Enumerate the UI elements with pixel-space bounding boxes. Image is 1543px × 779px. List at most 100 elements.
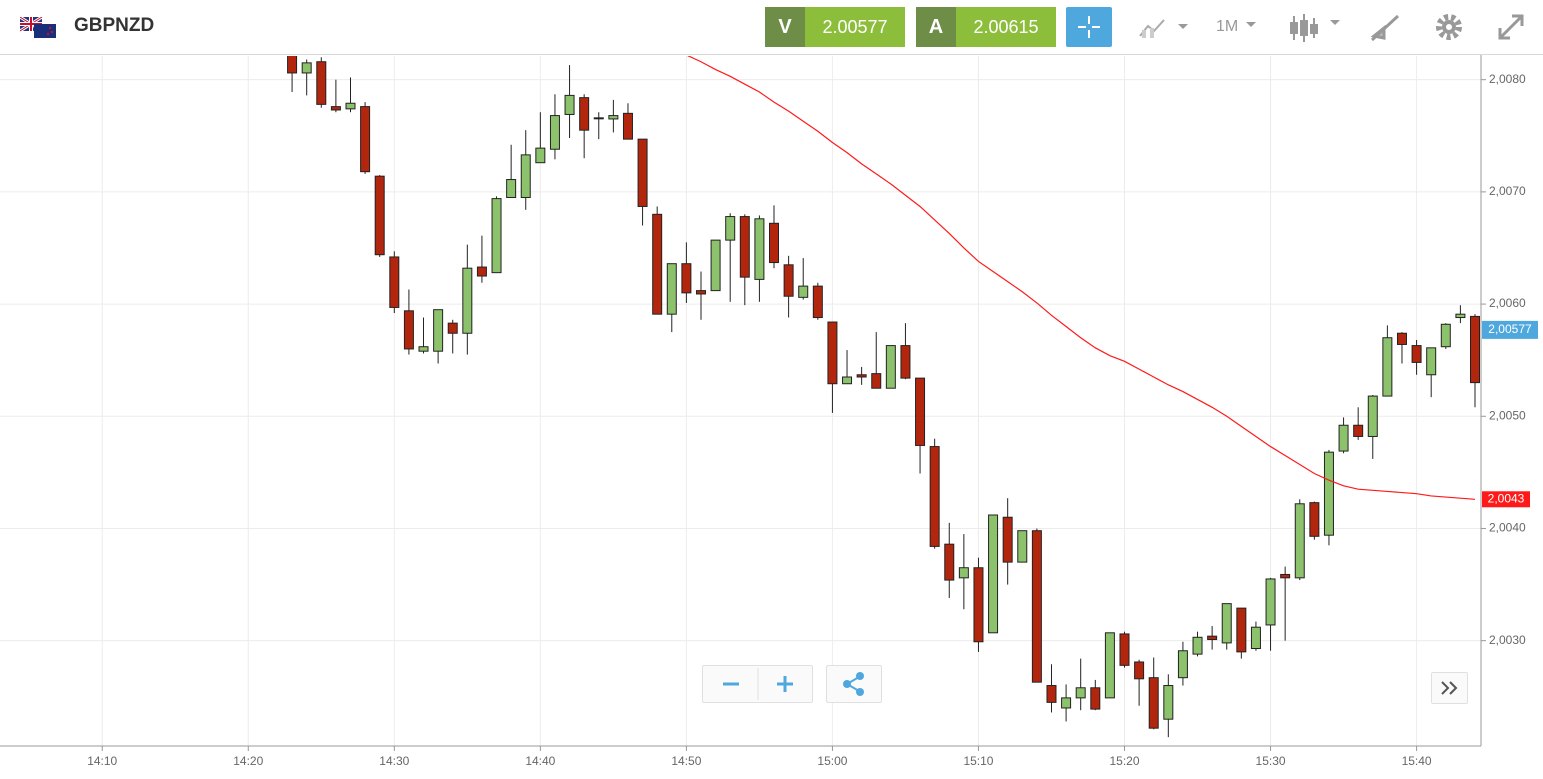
timeframe[interactable]: 1M <box>1216 18 1239 35</box>
zoom-icons <box>723 668 793 700</box>
drawing-tool-button[interactable] <box>1370 12 1402 42</box>
candle-body <box>418 346 429 352</box>
candle-body <box>1046 685 1057 703</box>
candle-body <box>666 263 677 315</box>
candle-body <box>1061 697 1072 709</box>
buy-button[interactable]: A 2.00615 <box>916 7 1056 47</box>
y-tick-label: 2,0060 <box>1489 296 1526 310</box>
candle-body <box>1236 607 1247 653</box>
candle-body <box>900 345 911 379</box>
x-tick-label: 14:40 <box>525 754 555 768</box>
scroll-icon <box>1441 681 1458 695</box>
candle-body <box>491 198 502 274</box>
axes: 2,0030 2,0040 2,0050 2,0060 2,0070 2,0080 14:1… <box>87 72 1538 768</box>
grid <box>0 56 1481 746</box>
candle-body <box>520 154 531 198</box>
candle-body <box>1250 626 1261 650</box>
plot <box>287 56 1480 738</box>
candle-body <box>1265 578 1276 626</box>
candle-body <box>695 290 706 295</box>
candle-body <box>1294 503 1305 579</box>
candle-body <box>287 56 298 74</box>
candle-body <box>1002 516 1013 563</box>
candle-body <box>1119 633 1130 666</box>
sell-label: V <box>765 7 805 47</box>
toolbar: GBPNZD V 2.00577 A 2.00615 1M <box>0 0 1543 55</box>
candle-body <box>1323 451 1334 536</box>
sell-button[interactable]: V 2.00577 <box>765 7 905 47</box>
scroll-right-button[interactable] <box>1431 672 1468 704</box>
candle-body <box>812 285 823 319</box>
flag-icon <box>20 17 56 38</box>
fullscreen-button[interactable] <box>1496 12 1526 42</box>
candle-body <box>856 374 867 378</box>
candle-body <box>1148 677 1159 729</box>
symbol: GBPNZD <box>74 15 155 36</box>
y-tick-label: 2,0080 <box>1489 72 1526 86</box>
dropdown-icon <box>1246 22 1256 27</box>
candle-body <box>1017 530 1028 563</box>
candle-body <box>549 115 560 150</box>
candle-body <box>915 377 926 446</box>
candle-body <box>1134 661 1145 680</box>
candle-body <box>374 175 385 256</box>
candle-body <box>1031 530 1042 683</box>
candle-body <box>739 216 750 278</box>
candle-body <box>1192 636 1203 655</box>
bid-marker <box>1482 320 1538 339</box>
candle-body <box>1470 315 1480 384</box>
x-tick-label: 14:20 <box>233 754 263 768</box>
x-tick-label: 15:30 <box>1256 754 1286 768</box>
ma-marker-label: 2,0043 <box>1488 491 1525 505</box>
candle-body <box>1367 395 1378 437</box>
candle-body <box>593 117 604 120</box>
candle-body <box>389 256 400 308</box>
candle-body <box>681 263 692 294</box>
candle-body <box>783 264 794 297</box>
candle-body <box>754 218 765 280</box>
zoom-in[interactable] <box>777 676 793 692</box>
crosshair-button[interactable] <box>1066 7 1112 47</box>
candle-body <box>1396 332 1407 345</box>
y-tick-label: 2,0030 <box>1489 633 1526 647</box>
chart-type-button[interactable] <box>1138 14 1194 42</box>
candle-body <box>652 213 663 315</box>
candle-body <box>345 102 356 110</box>
bid-marker-label: 2,00577 <box>1488 322 1532 336</box>
candle-body <box>842 376 853 385</box>
share-icon <box>843 672 864 696</box>
candle-body <box>476 266 487 277</box>
candle-body <box>1221 603 1232 644</box>
candle-body <box>403 310 414 350</box>
candle-body <box>1455 313 1466 319</box>
settings-button[interactable] <box>1434 12 1464 42</box>
candle-body <box>1280 573 1291 579</box>
candle-body <box>944 543 955 581</box>
candle-body <box>988 514 999 634</box>
candle-body <box>1075 687 1086 699</box>
candle-body <box>1426 347 1437 376</box>
candle-body <box>1411 345 1422 363</box>
x-tick-label: 14:30 <box>379 754 409 768</box>
candle-body <box>885 345 896 389</box>
candle-body <box>827 321 838 385</box>
candle-body <box>433 309 444 352</box>
ma-marker <box>1482 491 1530 508</box>
candle-body <box>1338 424 1349 452</box>
candle-style-button[interactable] <box>1288 12 1344 44</box>
candle-body <box>1207 635 1218 641</box>
x-tick-label: 15:00 <box>817 754 847 768</box>
candle-body <box>798 285 809 298</box>
candle-body <box>1440 323 1451 348</box>
candle-body <box>330 106 341 111</box>
buy-price: 2.00615 <box>956 7 1056 47</box>
buy-label: A <box>916 7 956 47</box>
candle-body <box>769 222 780 264</box>
share-button[interactable] <box>826 665 882 703</box>
candle-body <box>622 112 633 140</box>
y-tick-label: 2,0070 <box>1489 184 1526 198</box>
candle-body <box>447 322 458 334</box>
candle-body <box>725 216 736 241</box>
